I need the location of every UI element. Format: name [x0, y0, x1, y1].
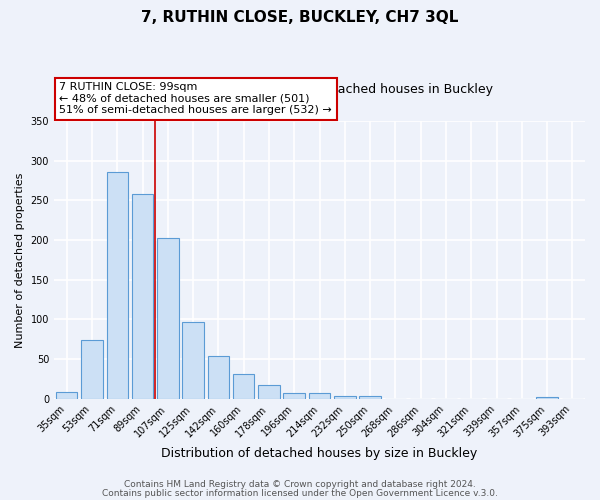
Bar	[258, 384, 280, 399]
Text: 7, RUTHIN CLOSE, BUCKLEY, CH7 3QL: 7, RUTHIN CLOSE, BUCKLEY, CH7 3QL	[142, 10, 458, 25]
Title: Size of property relative to detached houses in Buckley: Size of property relative to detached ho…	[146, 83, 493, 96]
Y-axis label: Number of detached properties: Number of detached properties	[15, 172, 25, 348]
Bar	[334, 396, 356, 399]
Bar	[81, 340, 103, 399]
Bar	[107, 172, 128, 399]
Text: Contains HM Land Registry data © Crown copyright and database right 2024.: Contains HM Land Registry data © Crown c…	[124, 480, 476, 489]
Bar	[208, 356, 229, 399]
Text: Contains public sector information licensed under the Open Government Licence v.: Contains public sector information licen…	[102, 488, 498, 498]
Text: 7 RUTHIN CLOSE: 99sqm
← 48% of detached houses are smaller (501)
51% of semi-det: 7 RUTHIN CLOSE: 99sqm ← 48% of detached …	[59, 82, 332, 116]
Bar	[283, 392, 305, 399]
Bar	[233, 374, 254, 399]
Bar	[536, 396, 558, 399]
Bar	[56, 392, 77, 399]
Bar	[182, 322, 204, 399]
X-axis label: Distribution of detached houses by size in Buckley: Distribution of detached houses by size …	[161, 447, 478, 460]
Bar	[309, 392, 330, 399]
Bar	[359, 396, 381, 399]
Bar	[132, 194, 153, 399]
Bar	[157, 238, 179, 399]
